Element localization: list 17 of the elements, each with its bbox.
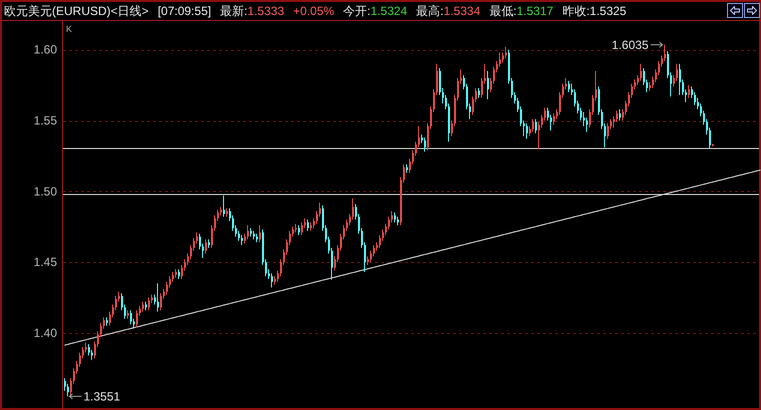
y-tick-label: 1.60 <box>34 42 58 57</box>
text: 最高:1.5334 <box>416 4 481 18</box>
text: 最新:1.5333 <box>220 4 284 18</box>
text: 最低:1.5317 <box>489 4 554 18</box>
text: +0.05% <box>293 4 334 18</box>
line-series <box>64 170 761 346</box>
annotation: K <box>66 24 72 34</box>
annotation: 1.6035 <box>612 38 649 52</box>
text: [07:09:55] <box>158 4 212 18</box>
chart-title: 欧元美元(EURUSD)<日线> <box>4 4 149 18</box>
text: 今开:1.5324 <box>343 4 408 18</box>
y-tick-label: 1.55 <box>34 114 58 128</box>
y-tick-label: 1.40 <box>34 326 58 340</box>
y-tick-label: 1.50 <box>34 184 58 198</box>
annotation: 1.3551 <box>84 389 121 404</box>
text: 昨收:1.5325 <box>562 4 627 18</box>
y-tick-label: 1.45 <box>34 255 58 270</box>
